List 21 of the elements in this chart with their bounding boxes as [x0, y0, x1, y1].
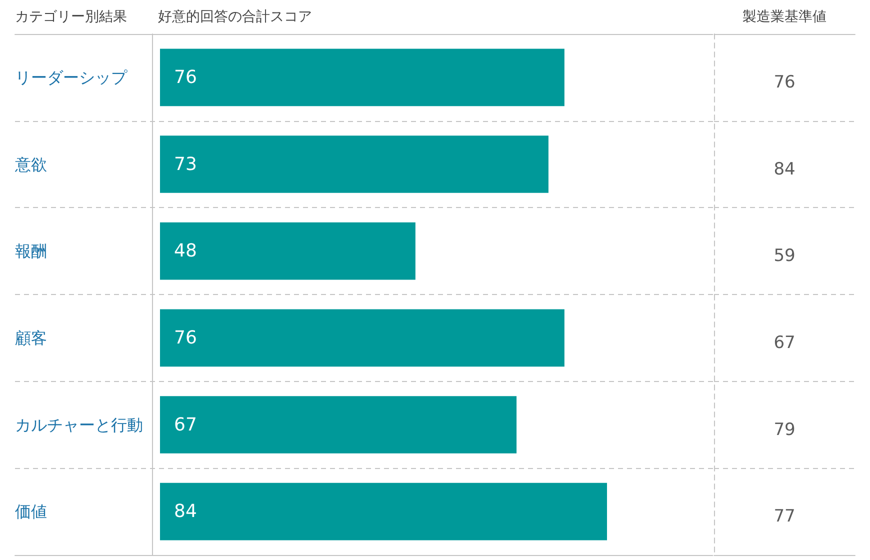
y-tick-label: 意欲: [14, 154, 47, 174]
data-label: 84: [774, 159, 796, 180]
data-label: 73: [174, 154, 197, 175]
y-axis-title: カテゴリー別結果: [15, 9, 127, 25]
data-label: 77: [774, 506, 796, 527]
y-tick-label: 価値: [15, 502, 47, 522]
y-tick-label: カルチャーと行動: [15, 415, 143, 434]
y-tick-label: 顧客: [15, 328, 47, 348]
x-axis-title: 好意的回答の合計スコア: [158, 9, 312, 25]
data-label: 76: [774, 72, 796, 92]
data-label: 67: [774, 332, 796, 353]
data-label: 76: [174, 327, 197, 348]
y-tick-label: 報酬: [15, 242, 47, 261]
data-label: 79: [774, 420, 796, 440]
data-label: 48: [174, 240, 197, 262]
data-label: 76: [174, 66, 197, 88]
text: 製造業基準値: [742, 9, 826, 25]
data-label: 59: [774, 246, 796, 266]
data-label: 67: [174, 414, 197, 436]
y-tick-label: リーダーシップ: [15, 68, 128, 87]
data-label: 84: [174, 501, 197, 522]
